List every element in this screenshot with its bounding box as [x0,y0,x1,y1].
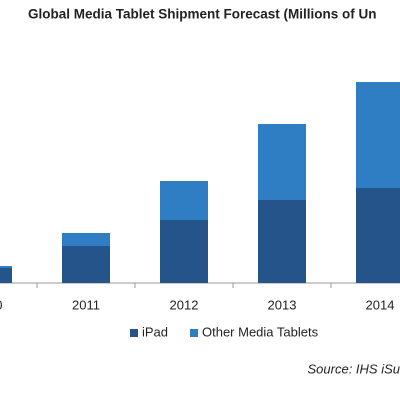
bar-segment [258,200,306,283]
bar-segment [160,181,208,220]
bar-segment [258,124,306,200]
bar-segment [160,220,208,283]
source-note: Source: IHS iSu [308,361,400,376]
x-tick-label: 2010 [0,297,2,312]
x-tick-label: 2014 [366,297,395,312]
legend-swatch [130,329,138,337]
chart-title: Global Media Tablet Shipment Forecast (M… [28,7,377,22]
x-tick-label: 2011 [72,297,100,312]
bar-segment [356,188,400,283]
x-tick-label: 2012 [170,297,199,312]
x-tick-label: 2013 [268,297,297,312]
bar-segment [356,82,400,188]
bar-segment [0,268,12,283]
bar-segment [62,233,110,246]
bar-segment [0,266,12,268]
legend-label: Other Media Tablets [202,324,319,339]
bar-segment [62,246,110,283]
legend-swatch [190,329,198,337]
legend-label: iPad [142,324,168,339]
